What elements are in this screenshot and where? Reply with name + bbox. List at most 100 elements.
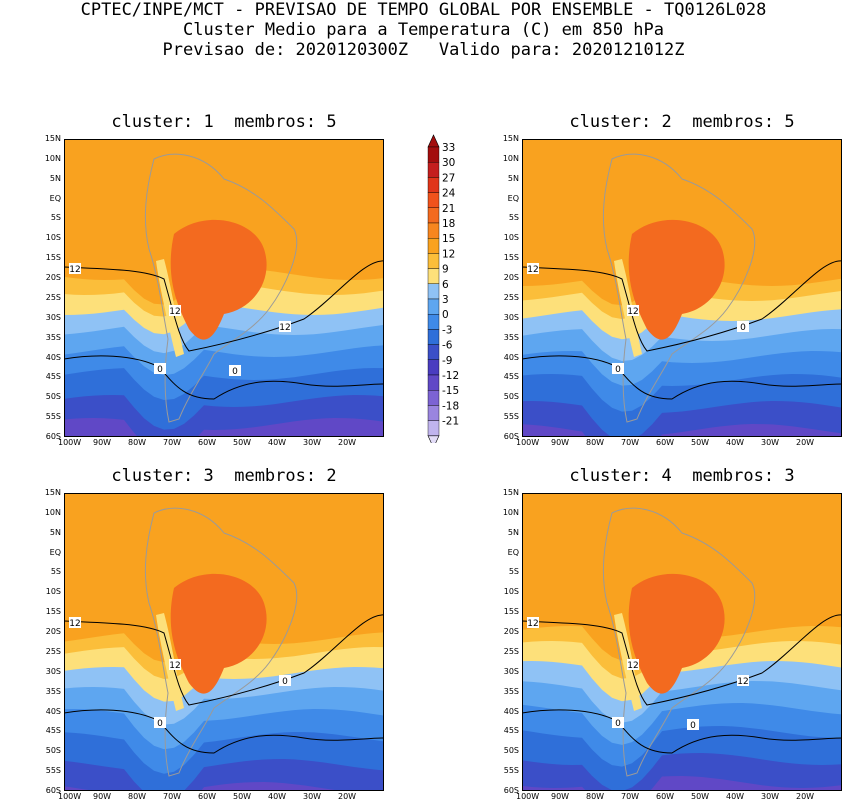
x-tick-label: 30W bbox=[761, 792, 780, 801]
contour-label-bg bbox=[279, 321, 291, 332]
y-tick-label: 20S bbox=[503, 627, 519, 637]
contour-label-bg bbox=[687, 719, 699, 730]
warm-core-region bbox=[628, 219, 725, 340]
contour-12 bbox=[522, 260, 842, 352]
colorbar-level-label: 12 bbox=[442, 248, 455, 260]
y-tick-label: 10S bbox=[503, 233, 519, 243]
continent-outline bbox=[144, 153, 298, 423]
colorbar-swatch bbox=[427, 237, 440, 254]
map-svg: 12 12 12 0 0 bbox=[522, 493, 842, 791]
x-tick-label: 30W bbox=[761, 438, 780, 447]
y-tick-label: 40S bbox=[503, 706, 519, 716]
contour-label: 0 bbox=[232, 367, 238, 377]
y-tick-label: 5S bbox=[50, 567, 61, 577]
x-tick-label: 40W bbox=[268, 792, 287, 801]
y-tick-label: 60S bbox=[503, 786, 519, 795]
contour-label: 12 bbox=[169, 307, 180, 317]
y-tick-label: 15N bbox=[502, 134, 519, 143]
y-tick-label: 20S bbox=[45, 627, 61, 637]
contour-label: 0 bbox=[157, 719, 163, 729]
y-tick-label: 35S bbox=[503, 686, 519, 696]
colorbar-level-label: -12 bbox=[442, 370, 459, 382]
y-tick-label: 55S bbox=[45, 766, 61, 776]
contour-label: 0 bbox=[157, 365, 163, 375]
y-tick-label: 50S bbox=[503, 392, 519, 402]
contour-label-bg bbox=[229, 365, 241, 376]
y-tick-label: 55S bbox=[45, 412, 61, 422]
y-tick-label: 10S bbox=[45, 587, 61, 597]
y-tick-label: 15S bbox=[45, 607, 61, 617]
y-tick-label: 5N bbox=[507, 173, 519, 183]
x-tick-label: 80W bbox=[128, 438, 147, 447]
y-tick-label: 5S bbox=[508, 567, 519, 577]
continent-outline bbox=[144, 507, 298, 777]
contour-label-bg bbox=[69, 617, 81, 628]
contour-0 bbox=[522, 355, 842, 400]
map-svg: 12 12 12 0 0 bbox=[64, 139, 384, 437]
x-tick-label: 20W bbox=[796, 792, 815, 801]
contour-label: 12 bbox=[279, 323, 290, 333]
x-tick-label: 40W bbox=[268, 438, 287, 447]
warm-core-region bbox=[628, 573, 725, 694]
colorbar-swatch bbox=[427, 344, 440, 361]
map-frame bbox=[64, 139, 384, 437]
contour-label-bg bbox=[154, 363, 166, 374]
contour-label-bg bbox=[737, 321, 749, 332]
y-tick-label: 30S bbox=[45, 312, 61, 322]
y-tick-label: 10N bbox=[502, 507, 519, 517]
map-panel-3: 12 12 0 0 bbox=[64, 493, 384, 791]
x-tick-label: 20W bbox=[796, 438, 815, 447]
map-svg: 12 12 0 0 bbox=[64, 493, 384, 791]
x-tick-label: 50W bbox=[691, 792, 710, 801]
colorbar-swatch bbox=[427, 207, 440, 224]
x-tick-label: 40W bbox=[726, 792, 745, 801]
contour-label-bg bbox=[169, 659, 181, 670]
y-tick-label: 10S bbox=[45, 233, 61, 243]
x-tick-label: 100W bbox=[516, 438, 540, 447]
x-tick-label: 70W bbox=[621, 792, 640, 801]
colorbar-level-label: -3 bbox=[442, 324, 452, 336]
colorbar-level-label: 15 bbox=[442, 233, 455, 245]
x-tick-label: 60W bbox=[656, 792, 675, 801]
y-tick-label: 25S bbox=[503, 292, 519, 302]
colorbar-swatch bbox=[427, 405, 440, 421]
contour-label: 12 bbox=[527, 265, 538, 275]
x-tick-label: 40W bbox=[726, 438, 745, 447]
y-tick-label: EQ bbox=[507, 193, 519, 203]
y-tick-label: 40S bbox=[45, 706, 61, 716]
x-tick-label: 50W bbox=[233, 792, 252, 801]
y-tick-label: 5N bbox=[507, 527, 519, 537]
map-frame bbox=[64, 493, 384, 791]
x-tick-label: 20W bbox=[338, 792, 357, 801]
contour-label-bg bbox=[737, 675, 749, 686]
colorbar-top-arrow bbox=[427, 134, 440, 148]
y-tick-label: 60S bbox=[45, 432, 61, 441]
colorbar-level-label: -21 bbox=[442, 416, 459, 428]
y-tick-label: 10N bbox=[44, 507, 61, 517]
y-tick-label: 10N bbox=[502, 153, 519, 163]
colorbar-level-label: -9 bbox=[442, 355, 452, 367]
warm-core-region bbox=[170, 219, 267, 340]
continent-outline bbox=[602, 507, 756, 777]
colorbar-swatch bbox=[427, 390, 440, 406]
contour-label: 0 bbox=[615, 719, 621, 729]
y-tick-label: 5S bbox=[50, 213, 61, 223]
colorbar-swatch bbox=[427, 162, 440, 178]
colorbar-swatch bbox=[427, 222, 440, 239]
colorbar-level-label: 18 bbox=[442, 218, 455, 230]
colorbar-level-label: -18 bbox=[442, 400, 459, 412]
y-tick-label: EQ bbox=[49, 193, 61, 203]
x-tick-label: 80W bbox=[586, 438, 605, 447]
x-tick-label: 50W bbox=[233, 438, 252, 447]
temperature-band bbox=[64, 418, 384, 437]
y-tick-label: 15N bbox=[44, 134, 61, 143]
y-tick-label: 20S bbox=[45, 273, 61, 283]
y-tick-label: 25S bbox=[503, 646, 519, 656]
y-tick-label: 30S bbox=[503, 666, 519, 676]
y-tick-label: EQ bbox=[49, 547, 61, 557]
y-tick-label: 35S bbox=[45, 332, 61, 342]
y-tick-label: 5N bbox=[49, 527, 61, 537]
map-panel-4: 12 12 12 0 0 bbox=[522, 493, 842, 791]
temperature-band bbox=[522, 753, 842, 791]
